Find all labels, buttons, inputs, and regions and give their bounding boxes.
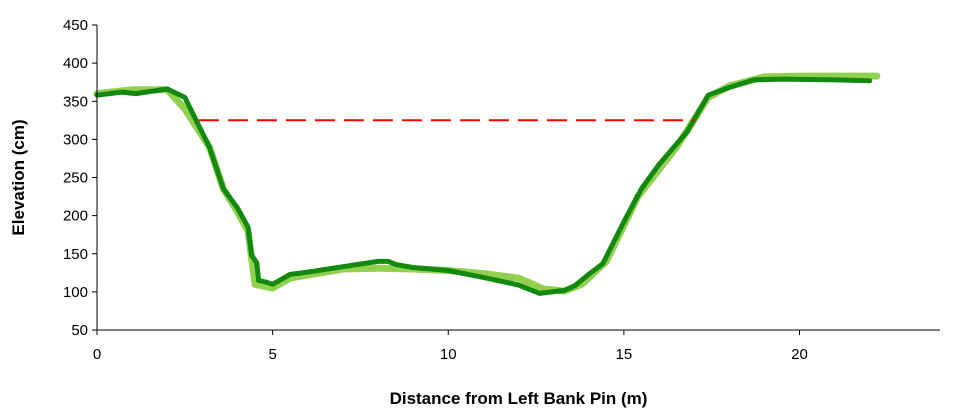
y-tick-label: 150: [63, 246, 88, 263]
y-tick-label: 50: [71, 322, 88, 339]
y-tick-label: 350: [63, 93, 88, 110]
x-tick-label: 20: [791, 346, 808, 363]
y-tick-label: 300: [63, 131, 88, 148]
x-axis-title: Distance from Left Bank Pin (m): [390, 389, 648, 408]
y-tick-label: 100: [63, 284, 88, 301]
y-axis-title: Elevation (cm): [9, 119, 28, 235]
y-tick-label: 450: [63, 17, 88, 34]
x-tick-label: 0: [93, 346, 101, 363]
x-tick-label: 15: [616, 346, 633, 363]
ticks-layer: 50 100 150 200 250 300 350 400 450 0 5 10 15 20: [63, 17, 808, 363]
series-layer: [93, 72, 881, 296]
y-tick-label: 200: [63, 208, 88, 225]
x-tick-label: 5: [268, 346, 276, 363]
series-line-1: [93, 72, 881, 295]
series-line-2: [94, 76, 873, 296]
y-tick-label: 400: [63, 55, 88, 72]
y-tick-label: 250: [63, 170, 88, 187]
x-tick-label: 10: [440, 346, 457, 363]
